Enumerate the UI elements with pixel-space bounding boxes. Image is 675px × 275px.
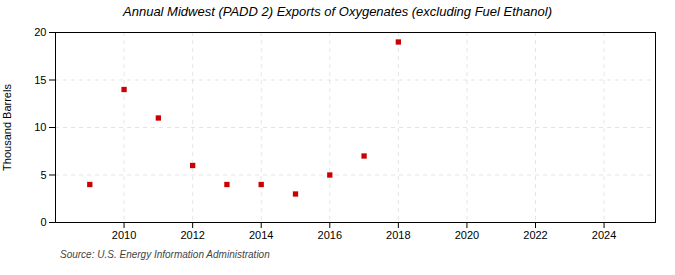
svg-text:15: 15 (34, 74, 46, 86)
html-text:Source: U.S. Energy Informatio: Source: U.S. Energy Information Administ… (60, 249, 270, 260)
svg-text:2022: 2022 (523, 229, 547, 241)
svg-text:2024: 2024 (592, 229, 616, 241)
svg-text:2014: 2014 (249, 229, 273, 241)
html-text:Annual Midwest (PADD 2) Export: Annual Midwest (PADD 2) Exports of Oxyge… (123, 4, 552, 19)
svg-text:20: 20 (34, 26, 46, 38)
svg-text:2018: 2018 (386, 229, 410, 241)
svg-text:10: 10 (34, 121, 46, 133)
svg-text:0: 0 (40, 216, 46, 228)
svg-text:Thousand Barrels: Thousand Barrels (1, 84, 13, 171)
svg-text:2020: 2020 (455, 229, 479, 241)
svg-text:2016: 2016 (318, 229, 342, 241)
svg-text:5: 5 (40, 169, 46, 181)
svg-text:2010: 2010 (112, 229, 136, 241)
svg-text:2012: 2012 (180, 229, 204, 241)
